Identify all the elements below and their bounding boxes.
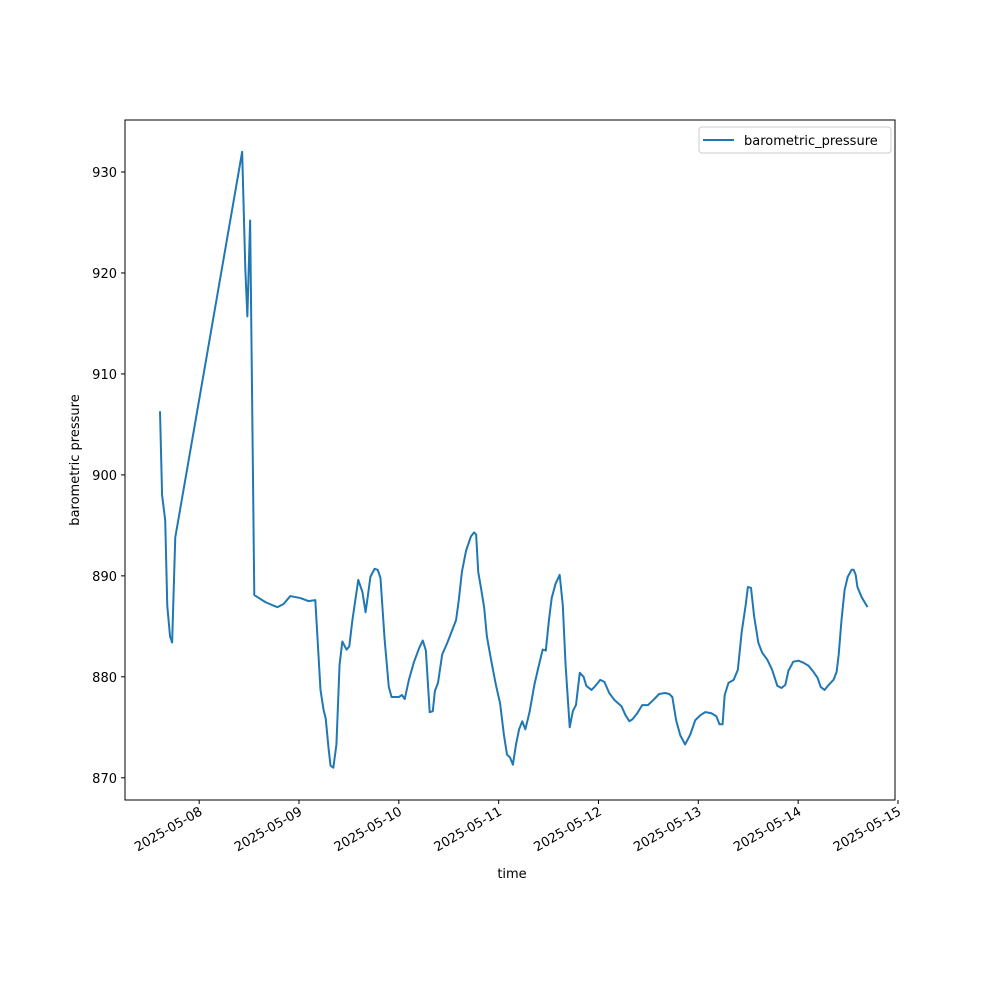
y-tick-label: 890 <box>92 570 117 585</box>
legend-box <box>698 126 892 154</box>
y-tick-label: 920 <box>92 267 117 282</box>
y-tick-label: 910 <box>92 368 117 383</box>
plot-frame <box>124 119 896 801</box>
y-tick-label: 870 <box>92 772 117 787</box>
y-axis-label: barometric pressure <box>68 394 83 525</box>
y-tick-label: 900 <box>92 469 117 484</box>
series-line <box>159 150 869 769</box>
y-tick-label: 880 <box>92 671 117 686</box>
x-axis-label: time <box>497 867 526 882</box>
y-tick-label: 930 <box>92 166 117 181</box>
legend-label: barometric_pressure <box>744 134 878 149</box>
